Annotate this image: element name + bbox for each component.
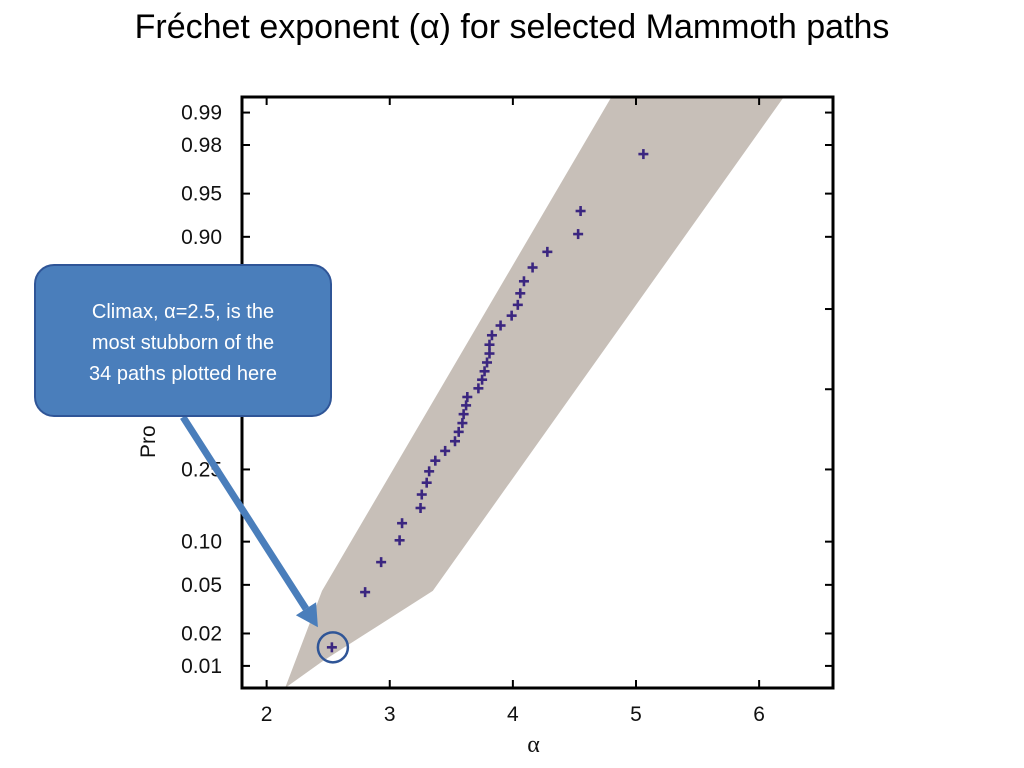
y-tick-label: 0.10 [181,531,222,554]
data-point [457,418,468,429]
data-point [394,535,405,546]
data-point [477,374,488,385]
y-tick-label: 0.99 [181,102,222,125]
data-point [430,455,441,466]
data-point [506,310,517,321]
data-point [512,299,523,310]
data-point [515,288,526,299]
data-point [495,320,506,331]
y-tick-label: 0.98 [181,134,222,157]
data-point [473,383,484,394]
data-point [482,357,493,368]
data-point [376,557,387,568]
y-axis-title: Pro [137,425,160,458]
callout-arrow-head [295,602,318,628]
x-tick-label: 2 [261,703,273,726]
data-point [527,262,538,273]
y-tick-label: 0.05 [181,574,222,597]
x-tick-label: 6 [753,703,765,726]
x-axis-title: α [527,732,540,758]
data-point [542,246,553,257]
data-point [484,348,495,359]
callout-line-1: Climax, α=2.5, is the [91,301,275,323]
data-point [450,436,461,447]
data-point [421,477,432,488]
data-point [440,445,451,456]
data-point [518,276,529,287]
x-tick-label: 5 [630,703,642,726]
data-point [638,149,649,160]
data-point [458,409,469,420]
data-point [486,330,497,341]
data-point [479,366,490,377]
callout-box: Climax, α=2.5, is the most stubborn of t… [34,264,332,417]
data-point [415,502,426,513]
highlight-circle [316,631,350,664]
data-point [424,466,435,477]
callout-line-3: 34 paths plotted here [89,363,277,385]
confidence-band [285,97,784,688]
data-point [397,518,408,529]
data-point [461,400,472,411]
slide-title: Fréchet exponent (α) for selected Mammot… [134,8,890,46]
data-point [573,229,584,240]
data-point [484,339,495,350]
y-tick-label: 0.90 [181,226,222,249]
callout-line-2: most stubborn of the [91,332,275,354]
data-point [326,642,337,653]
data-point [416,489,427,500]
x-tick-label: 3 [384,703,396,726]
data-point [462,391,473,402]
x-tick-label: 4 [507,703,519,726]
callout-arrow [180,415,309,611]
data-point [575,206,586,217]
y-tick-label: 0.95 [181,183,222,206]
y-tick-label: 0.02 [181,622,222,645]
y-tick-label: 0.01 [181,655,222,678]
data-point [360,587,371,598]
data-point [453,426,464,437]
